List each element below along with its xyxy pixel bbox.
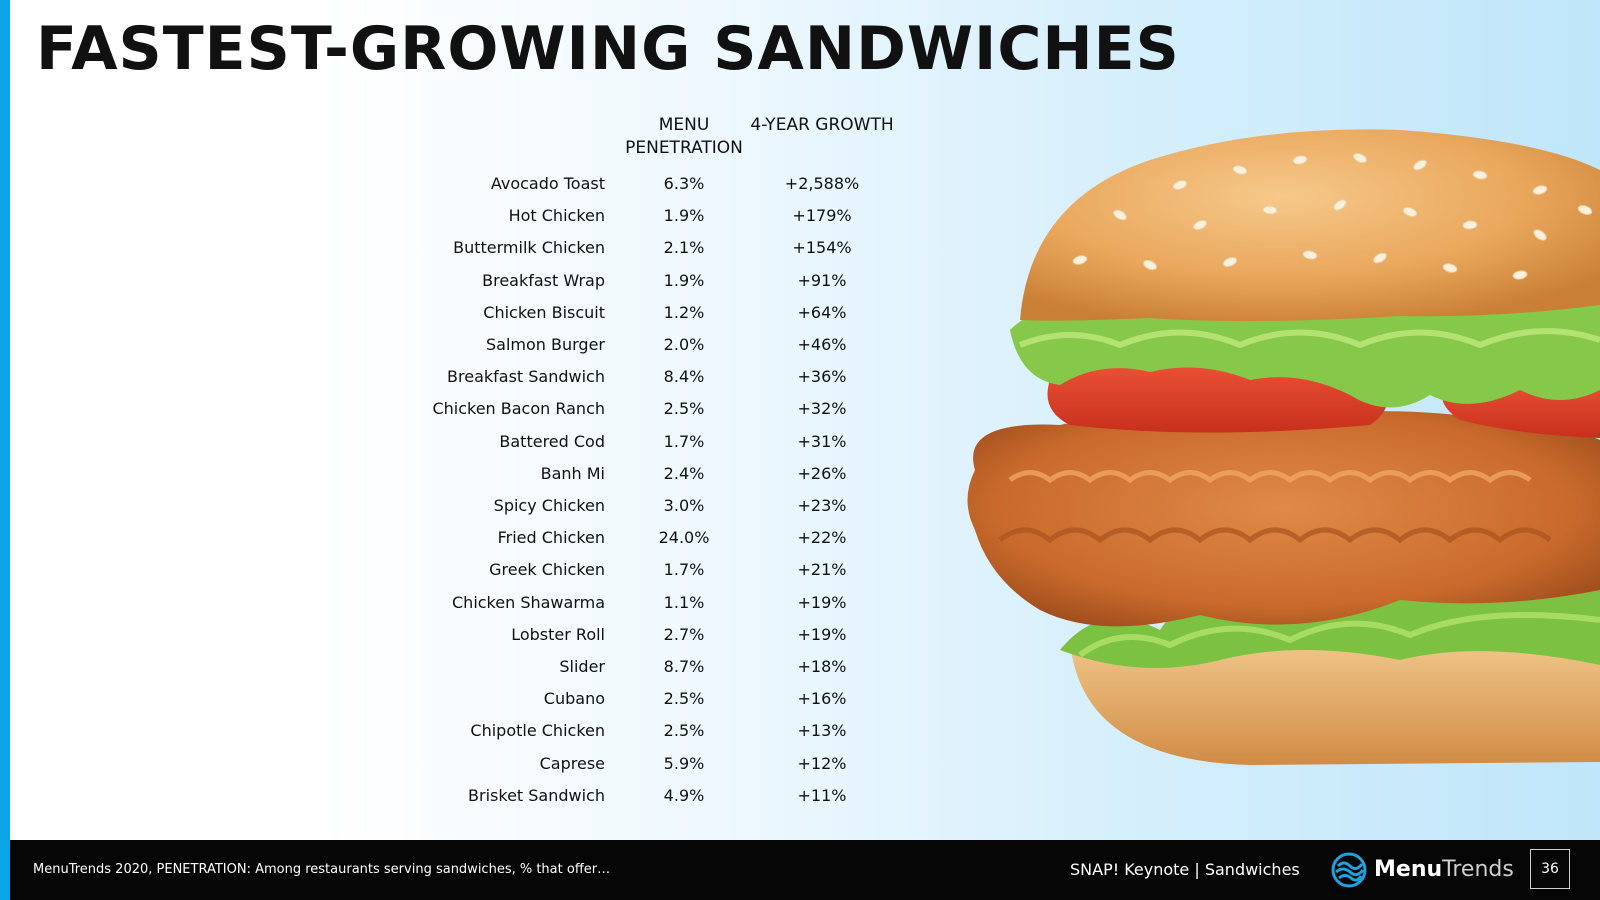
- column-header-growth: 4-YEAR GROWTH: [750, 115, 894, 135]
- row-name: Brisket Sandwich: [468, 785, 605, 805]
- row-growth: +91%: [797, 270, 847, 290]
- row-penetration: 2.5%: [663, 399, 705, 419]
- row-name: Slider: [559, 657, 605, 676]
- page-number: 36: [1530, 849, 1570, 889]
- row-name: Hot Chicken: [508, 206, 605, 226]
- row-name: Chicken Shawarma: [452, 592, 605, 612]
- row-growth: +18%: [797, 657, 847, 676]
- row-penetration: 1.7%: [663, 431, 705, 451]
- row-name: Cubano: [543, 689, 605, 709]
- row-penetration: 2.0%: [663, 335, 705, 354]
- row-name: Greek Chicken: [489, 560, 605, 580]
- table-row: Battered Cod 1.7% +31%: [0, 429, 900, 455]
- table-row: Salmon Burger 2.0% +46%: [0, 332, 900, 358]
- row-growth: +13%: [797, 721, 847, 741]
- row-growth: +154%: [792, 238, 852, 258]
- row-penetration: 8.4%: [663, 367, 705, 387]
- row-penetration: 1.7%: [663, 560, 705, 580]
- row-name: Spicy Chicken: [493, 496, 605, 515]
- row-name: Avocado Toast: [490, 174, 605, 193]
- row-name: Fried Chicken: [497, 528, 605, 548]
- row-growth: +64%: [797, 302, 847, 322]
- row-penetration: 2.7%: [663, 624, 705, 644]
- row-growth: +11%: [797, 785, 847, 805]
- table-row: Banh Mi 2.4% +26%: [0, 461, 900, 487]
- table-row: Chicken Shawarma 1.1% +19%: [0, 590, 900, 616]
- row-penetration: 24.0%: [658, 528, 710, 548]
- row-penetration: 1.9%: [663, 206, 705, 226]
- table-row: Breakfast Sandwich 8.4% +36%: [0, 364, 900, 390]
- row-name: Lobster Roll: [511, 624, 605, 644]
- row-growth: +36%: [797, 367, 847, 387]
- row-name: Buttermilk Chicken: [453, 238, 605, 258]
- row-growth: +23%: [797, 496, 847, 515]
- deck-label: SNAP! Keynote | Sandwiches: [1070, 860, 1300, 879]
- table-row: Caprese 5.9% +12%: [0, 751, 900, 777]
- table-row: Hot Chicken 1.9% +179%: [0, 203, 900, 229]
- logo-wordmark-bold: Menu: [1374, 857, 1443, 882]
- table-row: Slider 8.7% +18%: [0, 654, 900, 680]
- row-name: Chicken Biscuit: [483, 302, 605, 322]
- table-row: Avocado Toast 6.3% +2,588%: [0, 171, 900, 197]
- row-growth: +16%: [797, 689, 847, 709]
- source-footnote: MenuTrends 2020, PENETRATION: Among rest…: [33, 862, 611, 877]
- table-row: Fried Chicken 24.0% +22%: [0, 525, 900, 551]
- row-penetration: 2.1%: [663, 238, 705, 258]
- table-row: Chicken Bacon Ranch 2.5% +32%: [0, 396, 900, 422]
- row-growth: +12%: [797, 753, 847, 773]
- footer-bar: MenuTrends 2020, PENETRATION: Among rest…: [10, 840, 1600, 900]
- column-header-penetration: MENU PENETRATION: [625, 115, 743, 158]
- table-row: Spicy Chicken 3.0% +23%: [0, 493, 900, 519]
- row-growth: +21%: [797, 560, 847, 580]
- row-penetration: 5.9%: [663, 753, 705, 773]
- row-name: Salmon Burger: [486, 335, 605, 354]
- logo-wordmark-light: Trends: [1442, 857, 1514, 882]
- row-name: Breakfast Sandwich: [447, 367, 605, 387]
- table-row: Breakfast Wrap 1.9% +91%: [0, 268, 900, 294]
- row-penetration: 1.9%: [663, 270, 705, 290]
- row-name: Breakfast Wrap: [482, 270, 605, 290]
- page-title: FASTEST-GROWING SANDWICHES: [36, 14, 1180, 84]
- row-penetration: 1.1%: [663, 592, 705, 612]
- row-name: Banh Mi: [540, 463, 605, 483]
- table-row: Greek Chicken 1.7% +21%: [0, 557, 900, 583]
- table-row: Chipotle Chicken 2.5% +13%: [0, 718, 900, 744]
- logo-wordmark: MenuTrends: [1374, 850, 1514, 890]
- row-growth: +22%: [797, 528, 847, 548]
- row-growth: +2,588%: [784, 174, 860, 193]
- row-growth: +179%: [792, 206, 852, 226]
- table-row: Brisket Sandwich 4.9% +11%: [0, 783, 900, 809]
- row-penetration: 2.5%: [663, 689, 705, 709]
- row-penetration: 3.0%: [663, 496, 705, 515]
- row-growth: +19%: [797, 592, 847, 612]
- table-row: Buttermilk Chicken 2.1% +154%: [0, 235, 900, 261]
- menutrends-logo-icon: [1331, 852, 1367, 888]
- row-penetration: 6.3%: [663, 174, 705, 193]
- row-growth: +32%: [797, 399, 847, 419]
- menutrends-logo: MenuTrends: [1330, 850, 1520, 890]
- row-name: Chipotle Chicken: [470, 721, 605, 741]
- table-row: Chicken Biscuit 1.2% +64%: [0, 300, 900, 326]
- row-name: Caprese: [539, 753, 605, 773]
- row-name: Chicken Bacon Ranch: [432, 399, 605, 419]
- row-penetration: 2.4%: [663, 463, 705, 483]
- table-row: Lobster Roll 2.7% +19%: [0, 622, 900, 648]
- table-row: Cubano 2.5% +16%: [0, 686, 900, 712]
- row-penetration: 2.5%: [663, 721, 705, 741]
- row-penetration: 1.2%: [663, 302, 705, 322]
- row-penetration: 4.9%: [663, 785, 705, 805]
- accent-bar: [0, 0, 10, 900]
- row-growth: +46%: [797, 335, 847, 354]
- row-growth: +31%: [797, 431, 847, 451]
- row-growth: +26%: [797, 463, 847, 483]
- row-name: Battered Cod: [499, 431, 605, 451]
- row-penetration: 8.7%: [663, 657, 705, 676]
- row-growth: +19%: [797, 624, 847, 644]
